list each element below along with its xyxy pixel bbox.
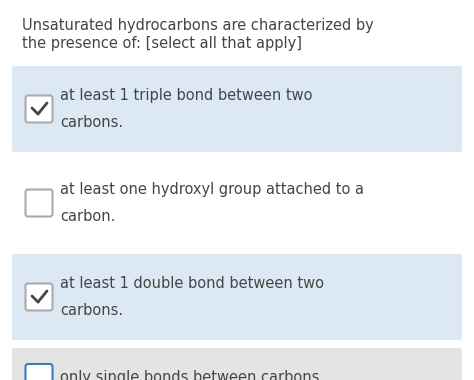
Text: only single bonds between carbons.: only single bonds between carbons. (60, 370, 324, 380)
Text: at least 1 triple bond between two: at least 1 triple bond between two (60, 87, 312, 103)
Text: Unsaturated hydrocarbons are characterized by: Unsaturated hydrocarbons are characteriz… (22, 18, 374, 33)
FancyBboxPatch shape (12, 254, 462, 340)
FancyBboxPatch shape (26, 190, 53, 217)
Text: the presence of: [select all that apply]: the presence of: [select all that apply] (22, 36, 302, 51)
Text: carbons.: carbons. (60, 115, 123, 130)
FancyBboxPatch shape (12, 66, 462, 152)
FancyBboxPatch shape (12, 160, 462, 246)
Text: at least 1 double bond between two: at least 1 double bond between two (60, 276, 324, 291)
FancyBboxPatch shape (26, 364, 53, 380)
Text: carbons.: carbons. (60, 302, 123, 318)
FancyBboxPatch shape (12, 348, 462, 380)
Text: carbon.: carbon. (60, 209, 115, 223)
FancyBboxPatch shape (26, 283, 53, 310)
Text: at least one hydroxyl group attached to a: at least one hydroxyl group attached to … (60, 182, 364, 196)
FancyBboxPatch shape (26, 95, 53, 122)
